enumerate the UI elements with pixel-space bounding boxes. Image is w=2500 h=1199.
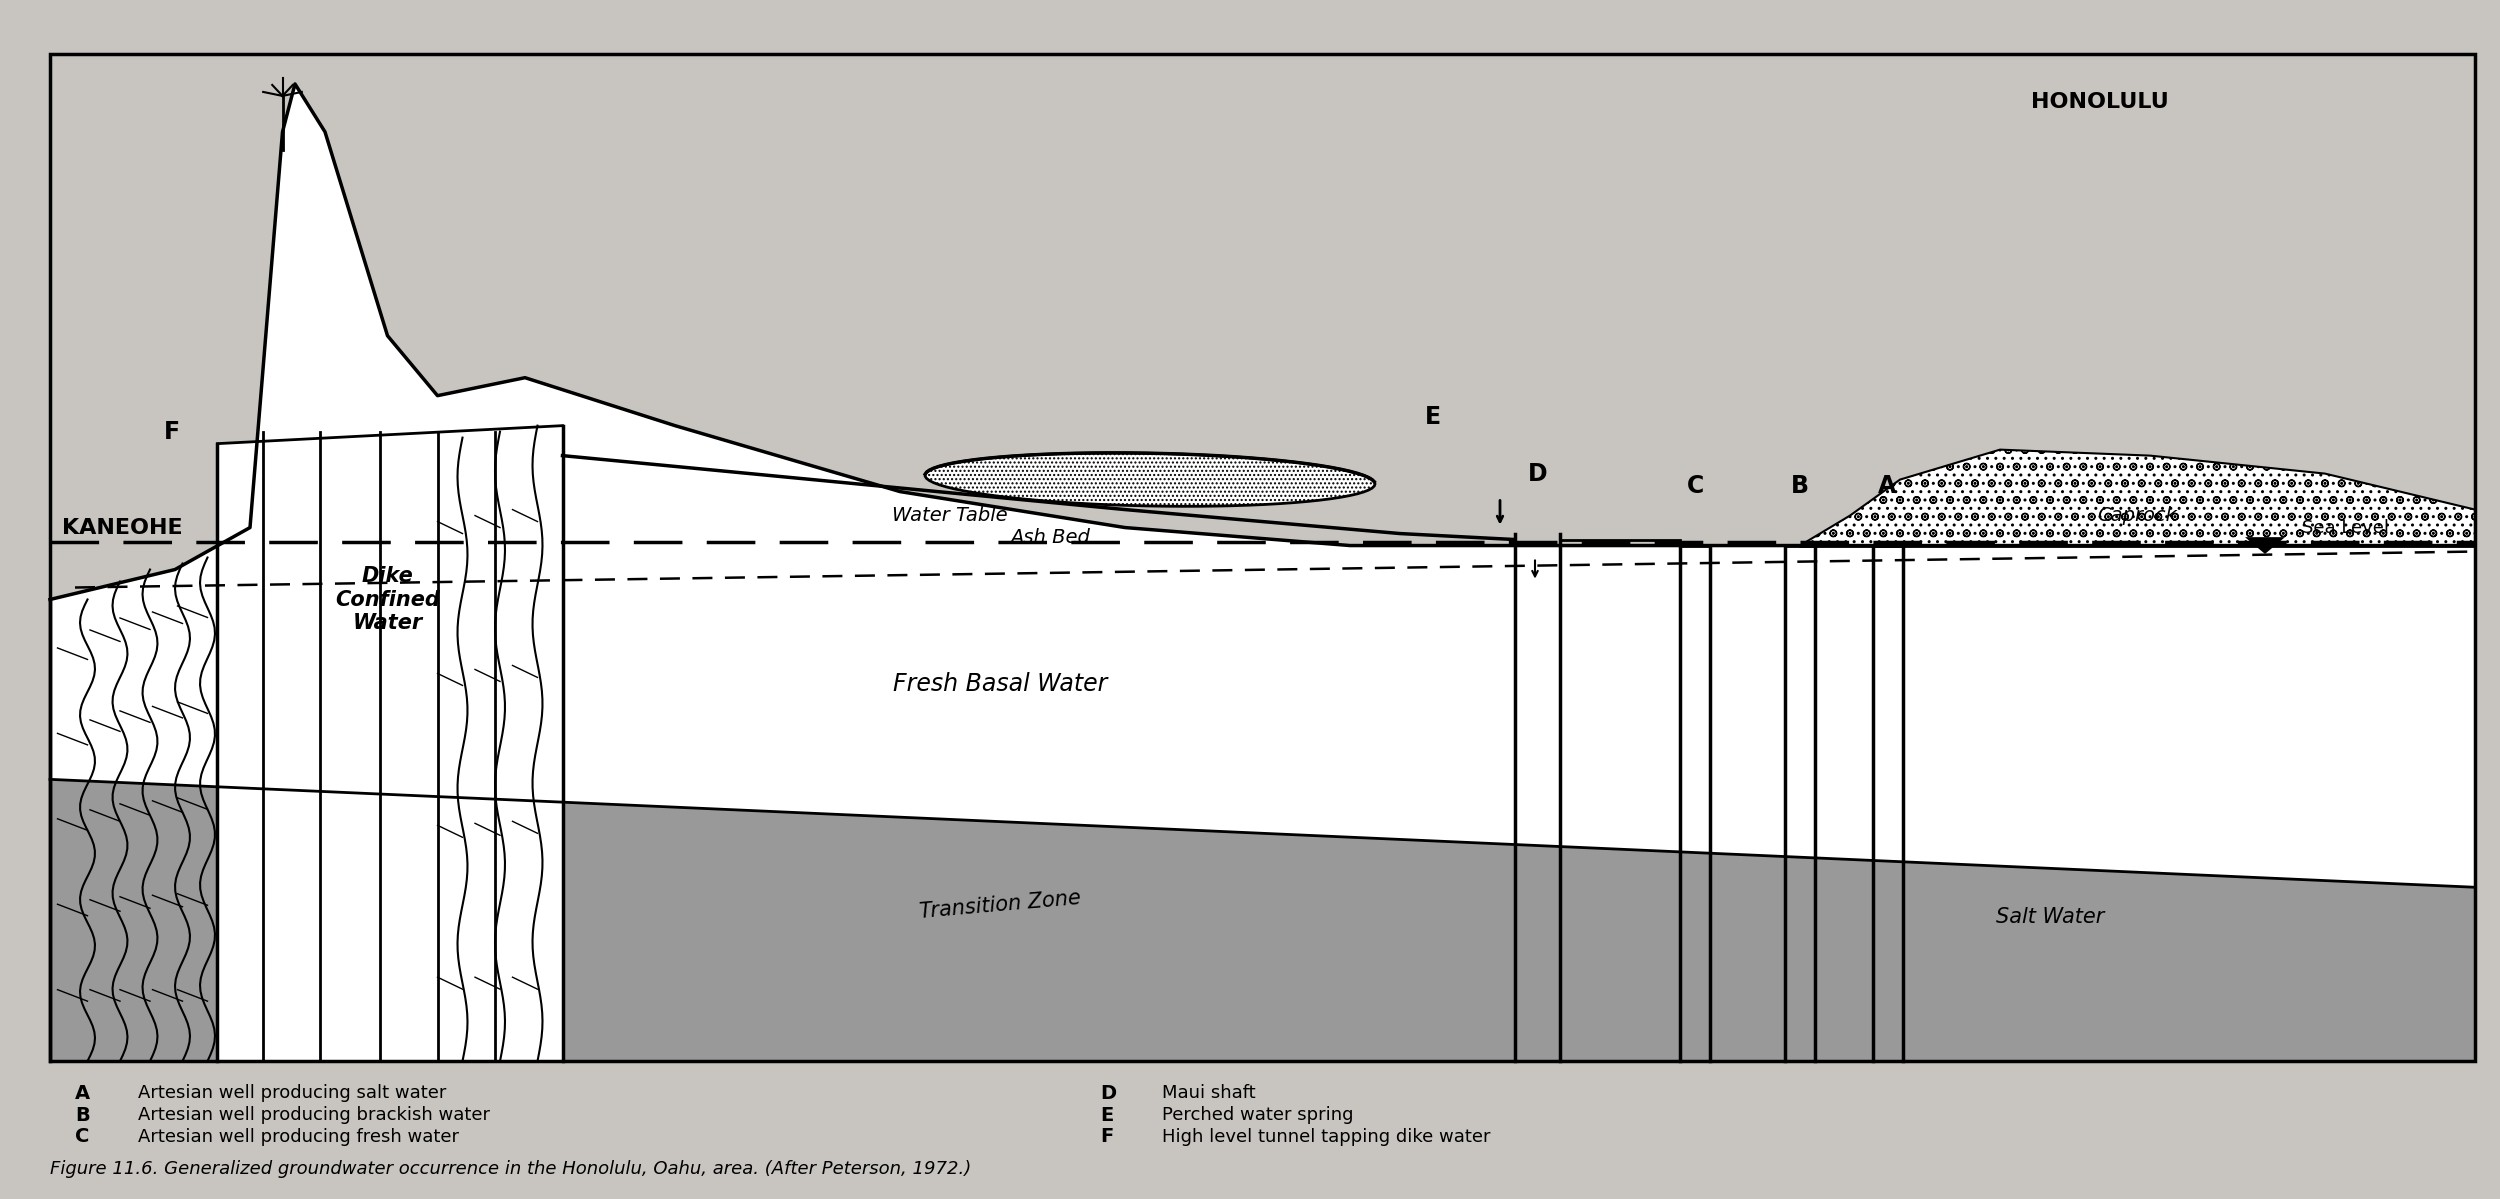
Text: B: B <box>75 1105 90 1125</box>
Text: Transition Zone: Transition Zone <box>918 888 1082 922</box>
Text: F: F <box>165 420 180 444</box>
Text: D: D <box>1100 1084 1115 1103</box>
Text: Dike
Confined
Water: Dike Confined Water <box>335 566 440 633</box>
Polygon shape <box>2245 537 2285 554</box>
Polygon shape <box>50 779 2475 1061</box>
Text: Artesian well producing brackish water: Artesian well producing brackish water <box>138 1105 490 1125</box>
Text: Perched water spring: Perched water spring <box>1162 1105 1355 1125</box>
Text: D: D <box>1528 462 1548 486</box>
Text: Fresh Basal Water: Fresh Basal Water <box>892 671 1108 695</box>
Text: Salt Water: Salt Water <box>1995 906 2105 927</box>
Text: Figure 11.6. Generalized groundwater occurrence in the Honolulu, Oahu, area. (Af: Figure 11.6. Generalized groundwater occ… <box>50 1159 970 1179</box>
Text: Caprock: Caprock <box>2098 506 2178 525</box>
Text: High level tunnel tapping dike water: High level tunnel tapping dike water <box>1162 1127 1490 1146</box>
Polygon shape <box>50 84 2475 887</box>
Text: B: B <box>1790 474 1810 498</box>
Polygon shape <box>217 426 562 1061</box>
Polygon shape <box>925 453 1375 506</box>
Text: A: A <box>1878 474 1898 498</box>
Polygon shape <box>1800 450 2475 546</box>
Text: KANEOHE: KANEOHE <box>62 518 182 537</box>
Bar <box>50 54 2475 1061</box>
Text: F: F <box>1100 1127 1112 1146</box>
Text: Maui shaft: Maui shaft <box>1162 1084 1255 1103</box>
Text: Water Table: Water Table <box>892 506 1008 525</box>
Text: Artesian well producing fresh water: Artesian well producing fresh water <box>138 1127 458 1146</box>
Text: Artesian well producing salt water: Artesian well producing salt water <box>138 1084 445 1103</box>
Text: HONOLULU: HONOLULU <box>2030 92 2170 112</box>
Text: A: A <box>75 1084 90 1103</box>
Bar <box>50 54 2475 1061</box>
Text: Sea Level: Sea Level <box>2302 518 2390 537</box>
Text: E: E <box>1100 1105 1112 1125</box>
Text: E: E <box>1425 405 1440 429</box>
Text: C: C <box>75 1127 90 1146</box>
Text: C: C <box>1688 474 1702 498</box>
Text: Ash Bed: Ash Bed <box>1010 528 1090 547</box>
